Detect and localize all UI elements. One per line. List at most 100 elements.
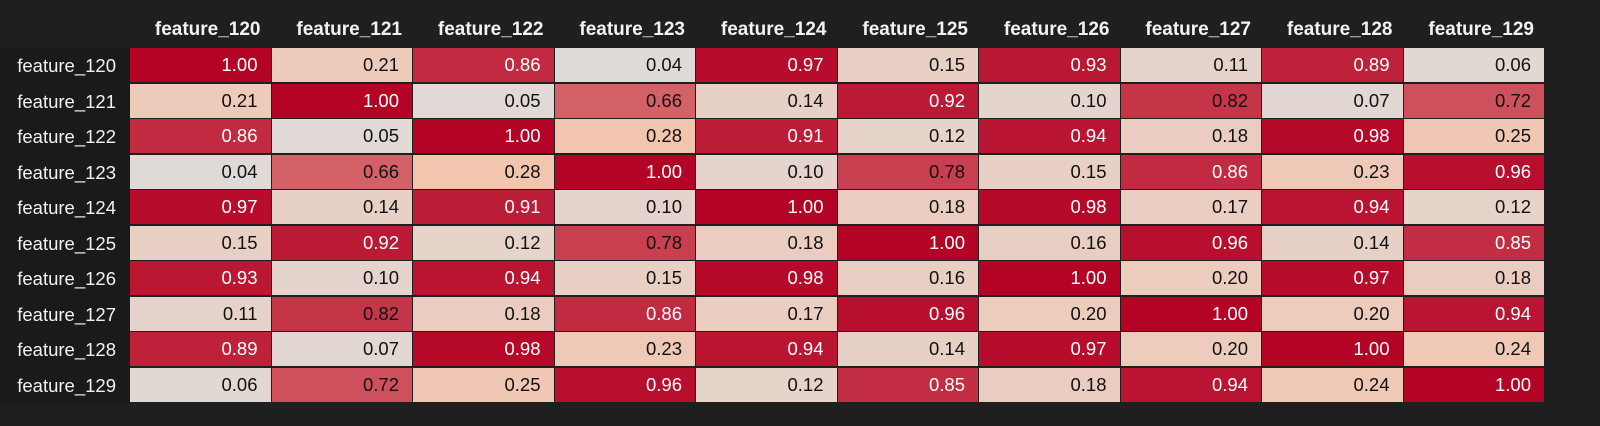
table-cell: 0.89 — [130, 332, 271, 366]
table-cell: 0.89 — [1262, 48, 1403, 82]
column-header: feature_124 — [720, 19, 827, 40]
table-cell: 1.00 — [271, 83, 412, 118]
table-cell: 0.86 — [130, 119, 271, 153]
table-cell: 0.94 — [1403, 296, 1544, 331]
table-cell: 0.94 — [1262, 190, 1403, 224]
table-cell: 0.98 — [979, 190, 1120, 224]
table-cell: 0.06 — [130, 367, 271, 402]
table-cell: 0.91 — [696, 119, 837, 153]
table-cell: 0.07 — [271, 332, 412, 366]
table-cell: 0.92 — [271, 225, 412, 260]
table-cell: 0.94 — [1120, 367, 1261, 402]
table-cell: 0.92 — [837, 83, 978, 118]
table-cell: 0.78 — [837, 154, 978, 189]
table-cell: 0.96 — [1403, 154, 1544, 189]
table-cell: 0.17 — [1120, 190, 1261, 224]
table-cell: 0.97 — [979, 332, 1120, 366]
table-cell: 0.97 — [130, 190, 271, 224]
table-cell: 0.20 — [1120, 332, 1261, 366]
table-cell: 0.96 — [837, 296, 978, 331]
column-header: feature_129 — [1428, 19, 1534, 40]
table-cell: 0.10 — [979, 83, 1120, 118]
table-cell: 0.25 — [1403, 119, 1544, 153]
table-cell: 0.12 — [413, 225, 554, 260]
table-cell: 0.21 — [130, 83, 271, 118]
table-cell: 0.78 — [554, 225, 695, 260]
column-header: feature_121 — [296, 19, 402, 40]
table-cell: 0.20 — [979, 296, 1120, 331]
table-cell: 0.72 — [271, 367, 412, 402]
table-cell: 0.04 — [554, 48, 695, 82]
row-header: feature_129 — [0, 367, 130, 404]
table-cell: 0.97 — [696, 48, 837, 82]
row-header: feature_125 — [0, 225, 130, 262]
table-cell: 0.12 — [837, 119, 978, 153]
row-header: feature_120 — [0, 48, 130, 84]
table-cell: 0.97 — [1262, 261, 1403, 295]
table-cell: 0.96 — [1120, 225, 1261, 260]
table-cell: 1.00 — [1120, 296, 1261, 331]
table-cell: 0.21 — [271, 48, 412, 82]
table-cell: 0.20 — [1120, 261, 1261, 295]
table-cell: 1.00 — [130, 48, 271, 82]
table-cell: 0.96 — [554, 367, 695, 402]
table-cell: 0.86 — [413, 48, 554, 82]
column-header: feature_128 — [1286, 19, 1393, 40]
table-cell: 0.10 — [554, 190, 695, 224]
table-cell: 0.86 — [1120, 154, 1261, 189]
table-cell: 0.94 — [413, 261, 554, 295]
table-cell: 0.82 — [1120, 83, 1261, 118]
table-cell: 0.18 — [837, 190, 978, 224]
table-cell: 0.72 — [1403, 83, 1544, 118]
table-cell: 1.00 — [413, 119, 554, 153]
table-cell: 0.14 — [837, 332, 978, 366]
table-cell: 0.17 — [696, 296, 837, 331]
table-cell: 0.11 — [1120, 48, 1261, 82]
table-cell: 0.91 — [413, 190, 554, 224]
table-cell: 1.00 — [696, 190, 837, 224]
row-header: feature_127 — [0, 296, 130, 333]
column-header: feature_125 — [862, 19, 968, 40]
table-cell: 0.18 — [1403, 261, 1544, 295]
table-cell: 0.16 — [837, 261, 978, 295]
table-cell: 0.85 — [1403, 225, 1544, 260]
table-cell: 0.15 — [130, 225, 271, 260]
table-cell: 1.00 — [837, 225, 978, 260]
table-cell: 0.25 — [413, 367, 554, 402]
table-cell: 0.23 — [1262, 154, 1403, 189]
table-cell: 0.04 — [130, 154, 271, 189]
row-header: feature_121 — [0, 83, 130, 120]
table-cell: 0.05 — [413, 83, 554, 118]
table-cell: 0.98 — [1262, 119, 1403, 153]
table-cell: 0.93 — [979, 48, 1120, 82]
table-cell: 0.10 — [271, 261, 412, 295]
table-cell: 0.94 — [696, 332, 837, 366]
table-cell: 0.07 — [1262, 83, 1403, 118]
table-cell: 1.00 — [1262, 332, 1403, 366]
table-cell: 0.85 — [837, 367, 978, 402]
table-cell: 0.06 — [1403, 48, 1544, 82]
table-cell: 0.66 — [271, 154, 412, 189]
table-cell: 0.18 — [696, 225, 837, 260]
table-cell: 0.24 — [1403, 332, 1544, 366]
table-cell: 0.94 — [979, 119, 1120, 153]
table-cell: 0.20 — [1262, 296, 1403, 331]
table-cell: 0.15 — [837, 48, 978, 82]
row-header: feature_123 — [0, 154, 130, 191]
column-header: feature_126 — [1003, 19, 1110, 40]
row-header: feature_122 — [0, 119, 130, 155]
table-cell: 0.18 — [979, 367, 1120, 402]
table-cell: 0.93 — [130, 261, 271, 295]
table-cell: 0.12 — [696, 367, 837, 402]
column-header: feature_127 — [1145, 19, 1251, 40]
row-header: feature_128 — [0, 332, 130, 368]
column-header: feature_120 — [154, 19, 261, 40]
row-header: feature_126 — [0, 261, 130, 297]
table-cell: 0.18 — [1120, 119, 1261, 153]
table-cell: 0.82 — [271, 296, 412, 331]
table-cell: 0.18 — [413, 296, 554, 331]
table-cell: 0.24 — [1262, 367, 1403, 402]
table-cell: 0.15 — [554, 261, 695, 295]
table-cell: 0.28 — [413, 154, 554, 189]
